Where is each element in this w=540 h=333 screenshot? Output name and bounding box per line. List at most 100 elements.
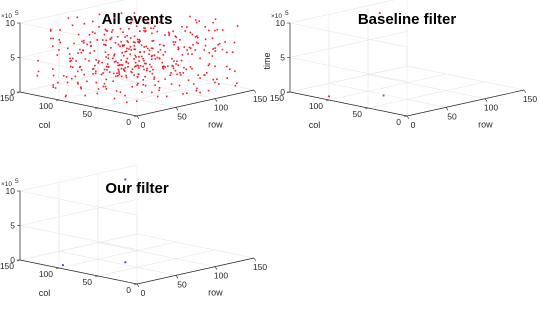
x-tick-mark [214,266,218,270]
data-point [136,76,139,78]
x-axis-line [406,89,525,117]
data-point [103,68,106,71]
data-point [146,69,148,72]
data-point [188,46,191,49]
data-point [130,70,132,73]
y-tick-mark [133,115,138,118]
y-tick-mark [94,275,99,278]
data-point [216,28,219,31]
data-point [121,64,124,66]
data-point [116,75,119,77]
data-point [125,101,128,104]
side-grid-line [19,190,138,216]
y-tick-label: 100 [309,101,323,111]
data-point [214,81,216,84]
data-point [52,37,54,40]
data-point [80,51,83,54]
data-point [69,65,72,68]
y-tick-label: 50 [83,109,93,119]
data-point [218,42,221,45]
data-point [177,48,180,51]
back-grid-line [19,0,125,24]
data-point [226,51,228,54]
data-point [181,25,183,28]
data-point [168,34,170,36]
data-point [113,53,116,55]
data-point [124,70,126,72]
data-point [74,75,77,78]
data-point [76,70,79,73]
x-tick-mark [406,115,410,120]
data-point [194,36,197,38]
floor-grid-line [406,65,525,91]
x-tick-mark [484,98,488,102]
data-point [92,68,94,71]
back-grid-line [19,199,138,226]
data-point [151,54,153,57]
data-point [122,68,125,70]
data-point [114,41,117,44]
data-point [51,45,54,48]
y-tick-label: 100 [39,269,53,279]
data-point [136,64,139,67]
x-tick-mark [136,115,140,120]
data-point [191,33,194,36]
z-tick-label: 0 [280,87,285,97]
x-tick-label: 0 [411,120,416,130]
data-point [211,37,214,40]
data-point [127,62,130,65]
data-point [138,55,140,58]
data-point [90,44,92,47]
floor-grid-line [97,242,216,267]
data-point [145,45,148,48]
z-axis-label: time [0,220,2,237]
data-point [154,84,156,86]
data-point [37,70,40,73]
floor-grid-line [58,83,177,108]
data-point [117,64,119,67]
data-point [71,77,73,80]
data-point [133,35,136,37]
data-point [117,68,120,71]
side-grid-line [289,22,408,48]
data-point [169,74,172,77]
data-point [183,66,185,69]
data-point [69,60,71,63]
data-point [83,39,85,42]
data-point [164,34,166,36]
data-point [189,15,191,18]
data-point [168,32,171,35]
data-point [116,72,118,74]
data-point [84,94,86,97]
z-exponent-power: 5 [15,178,19,185]
data-point [121,44,124,46]
data-point [146,67,148,70]
data-point [152,47,154,50]
x-tick-mark [214,98,218,102]
data-point [161,61,164,64]
data-point [130,22,132,25]
data-point [52,74,55,77]
data-point [138,60,140,62]
y-tick-mark [55,99,60,102]
z-exponent-base: ×10 [1,13,12,20]
data-point [216,78,218,80]
z-exponent-power: 5 [15,10,19,17]
data-point [138,51,141,53]
data-point [134,54,136,57]
data-point [118,64,121,66]
data-point [328,95,330,98]
z-tick-label: 0 [10,87,15,97]
data-point [212,21,214,24]
data-point [97,62,100,64]
data-point [71,66,74,69]
data-point [147,22,150,25]
x-tick-label: 50 [177,279,187,289]
data-point [197,36,199,39]
data-point [98,13,101,16]
data-point [131,71,133,74]
data-point [189,66,192,68]
data-point [212,48,214,50]
x-tick-label: 0 [141,288,146,298]
data-point [172,67,175,70]
